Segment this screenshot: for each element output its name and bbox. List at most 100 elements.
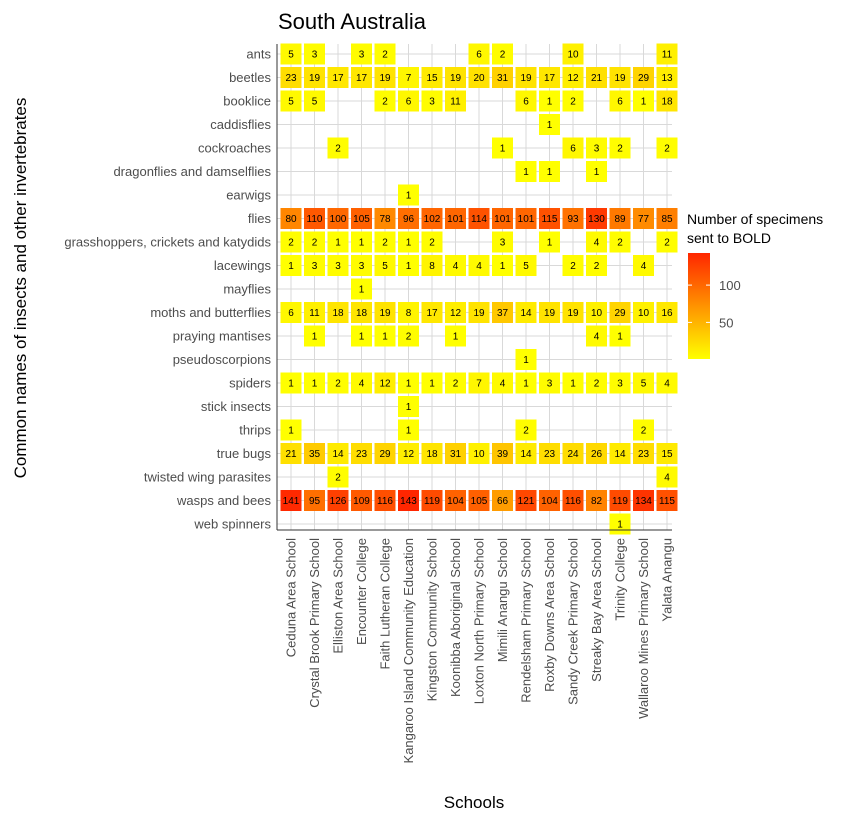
cell-value-label: 1 <box>617 332 623 343</box>
heatmap-cell <box>421 443 443 464</box>
cell-value-label: 3 <box>312 261 318 272</box>
cell-value-label: 105 <box>471 496 488 507</box>
cell-value-label: 5 <box>312 97 318 108</box>
heatmap-cell <box>445 372 466 394</box>
cell-value-label: 121 <box>518 496 535 507</box>
cell-value-label: 3 <box>429 97 435 108</box>
cell-value-label: 29 <box>614 308 626 319</box>
y-tick-label-twisted-wing-parasites: twisted wing parasites <box>144 470 272 485</box>
heatmap-cell <box>562 372 584 394</box>
cell-value-label: 2 <box>664 144 670 155</box>
cell-value-label: 4 <box>641 261 647 272</box>
x-tick-label-crystal-brook-primary-school: Crystal Brook Primary School <box>307 538 322 708</box>
cell-value-label: 143 <box>400 496 417 507</box>
legend-ticks: 50 100 <box>688 278 741 330</box>
heatmap-cell <box>586 490 607 511</box>
cell-value-label: 89 <box>614 214 626 225</box>
cell-value-label: 115 <box>659 496 675 507</box>
heatmap-cell <box>609 90 631 112</box>
cell-value-label: 77 <box>638 214 650 225</box>
cell-value-label: 4 <box>500 379 506 390</box>
cell-value-label: 4 <box>594 238 600 249</box>
axes <box>276 44 672 531</box>
heatmap-cell <box>539 302 560 323</box>
x-tick-label-loxton-north-primary-school: Loxton North Primary School <box>472 538 487 704</box>
cell-value-label: 134 <box>635 496 652 507</box>
heatmap-cell <box>280 231 302 253</box>
cell-value-label: 1 <box>429 379 435 390</box>
cell-value-label: 2 <box>382 50 388 61</box>
heatmap-cell <box>492 231 513 253</box>
heatmap-cell <box>445 443 466 464</box>
cell-value-label: 1 <box>547 238 553 249</box>
heatmap-cell <box>633 443 654 464</box>
heatmap-cell <box>539 161 560 182</box>
y-tick-label-wasps-and-bees: wasps and bees <box>176 493 271 508</box>
cell-value-label: 11 <box>309 308 320 319</box>
heatmap-cell <box>398 184 419 206</box>
heatmap-cell <box>586 67 607 88</box>
cell-value-label: 6 <box>617 97 623 108</box>
heatmap-cell <box>562 443 584 464</box>
cell-value-label: 1 <box>453 332 459 343</box>
heatmap-cell <box>304 67 325 88</box>
heatmap-cell <box>515 443 537 464</box>
heatmap-cell <box>398 231 419 253</box>
cell-value-label: 116 <box>565 496 581 507</box>
heatmap-cell <box>421 255 443 276</box>
cell-value-label: 2 <box>312 238 318 249</box>
heatmap-cell <box>656 372 678 394</box>
cell-value-label: 17 <box>356 73 368 84</box>
heatmap-cell <box>374 231 396 253</box>
heatmap-cell <box>327 490 349 511</box>
legend-tick-label: 50 <box>719 315 733 330</box>
y-tick-labels: ants beetles booklice caddisflies cockroache… <box>64 47 271 532</box>
heatmap-cell <box>633 90 654 112</box>
cell-value-label: 93 <box>567 214 579 225</box>
cell-value-label: 1 <box>359 332 365 343</box>
heatmap-cell <box>351 372 372 394</box>
cell-value-label: 20 <box>473 73 485 84</box>
heatmap-cell <box>280 67 302 88</box>
cell-value-label: 1 <box>500 261 506 272</box>
cell-value-label: 2 <box>500 50 506 61</box>
heatmap-cell <box>327 208 349 229</box>
x-tick-label-kingston-community-school: Kingston Community School <box>425 538 440 701</box>
cell-value-label: 18 <box>356 308 368 319</box>
heatmap-cell <box>468 443 490 464</box>
cell-value-label: 11 <box>450 97 461 108</box>
heatmap-cell <box>398 90 419 112</box>
cell-value-label: 23 <box>544 449 556 460</box>
heatmap-cell <box>656 490 678 511</box>
cell-value-label: 130 <box>588 214 605 225</box>
heatmap-cell <box>374 255 396 276</box>
x-tick-label-mimili-anangu-school: Mimili Anangu School <box>495 538 510 662</box>
heatmap-cell <box>327 231 349 253</box>
cell-value-label: 14 <box>520 449 532 460</box>
cell-value-label: 19 <box>473 308 485 319</box>
heatmap-cell <box>656 231 678 253</box>
heatmap-cell <box>374 90 396 112</box>
heatmap-cell <box>586 231 607 253</box>
heatmap-cell <box>374 43 396 65</box>
heatmap-cell <box>609 208 631 229</box>
cell-value-label: 3 <box>500 238 506 249</box>
cell-value-label: 18 <box>332 308 344 319</box>
heatmap-cell <box>445 325 466 347</box>
cell-value-label: 105 <box>353 214 370 225</box>
heatmap-cell <box>656 302 678 323</box>
cell-value-label: 2 <box>523 426 529 437</box>
heatmap-cell <box>515 255 537 276</box>
heatmap-cell <box>304 255 325 276</box>
legend-title-line-1: Number of specimens <box>687 211 823 227</box>
heatmap-cell <box>586 137 607 159</box>
heatmap-cell <box>304 372 325 394</box>
y-tick-label-earwigs: earwigs <box>226 188 271 203</box>
cell-value-label: 19 <box>379 308 391 319</box>
heatmap-cell <box>351 490 372 511</box>
cell-value-label: 3 <box>359 50 365 61</box>
heatmap-cell <box>539 114 560 135</box>
cell-value-label: 2 <box>335 473 341 484</box>
cell-value-label: 2 <box>594 379 600 390</box>
heatmap-cell <box>304 231 325 253</box>
